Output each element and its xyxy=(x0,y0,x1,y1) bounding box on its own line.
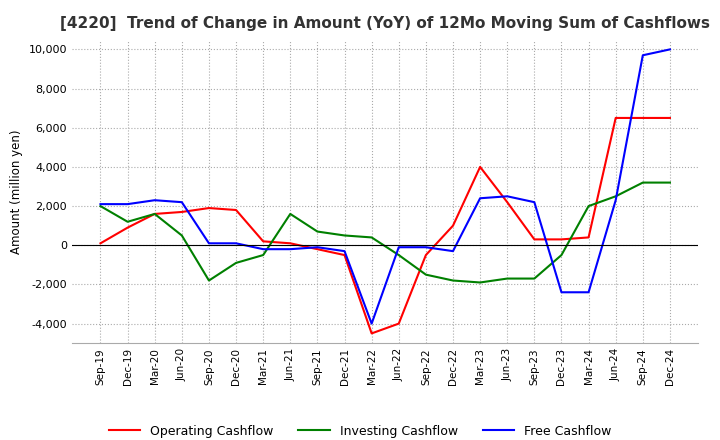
Free Cashflow xyxy=(557,290,566,295)
Operating Cashflow xyxy=(123,225,132,230)
Investing Cashflow xyxy=(421,272,430,277)
Free Cashflow xyxy=(611,198,620,203)
Operating Cashflow xyxy=(530,237,539,242)
Operating Cashflow xyxy=(665,115,674,121)
Investing Cashflow xyxy=(232,260,240,265)
Investing Cashflow xyxy=(503,276,511,281)
Free Cashflow xyxy=(421,245,430,250)
Line: Free Cashflow: Free Cashflow xyxy=(101,49,670,323)
Operating Cashflow xyxy=(367,331,376,336)
Investing Cashflow xyxy=(123,219,132,224)
Free Cashflow xyxy=(259,246,268,252)
Operating Cashflow xyxy=(395,321,403,326)
Free Cashflow xyxy=(232,241,240,246)
Operating Cashflow xyxy=(178,209,186,215)
Operating Cashflow xyxy=(584,235,593,240)
Operating Cashflow xyxy=(421,253,430,258)
Free Cashflow xyxy=(639,53,647,58)
Operating Cashflow xyxy=(232,207,240,213)
Free Cashflow xyxy=(123,202,132,207)
Investing Cashflow xyxy=(476,280,485,285)
Operating Cashflow xyxy=(96,241,105,246)
Line: Operating Cashflow: Operating Cashflow xyxy=(101,118,670,334)
Free Cashflow xyxy=(530,199,539,205)
Investing Cashflow xyxy=(96,203,105,209)
Title: [4220]  Trend of Change in Amount (YoY) of 12Mo Moving Sum of Cashflows: [4220] Trend of Change in Amount (YoY) o… xyxy=(60,16,710,32)
Free Cashflow xyxy=(204,241,213,246)
Investing Cashflow xyxy=(611,194,620,199)
Investing Cashflow xyxy=(259,253,268,258)
Free Cashflow xyxy=(286,246,294,252)
Free Cashflow xyxy=(395,245,403,250)
Operating Cashflow xyxy=(286,241,294,246)
Operating Cashflow xyxy=(313,246,322,252)
Investing Cashflow xyxy=(286,211,294,216)
Investing Cashflow xyxy=(341,233,349,238)
Line: Investing Cashflow: Investing Cashflow xyxy=(101,183,670,282)
Investing Cashflow xyxy=(665,180,674,185)
Free Cashflow xyxy=(313,245,322,250)
Investing Cashflow xyxy=(204,278,213,283)
Free Cashflow xyxy=(449,249,457,254)
Investing Cashflow xyxy=(557,253,566,258)
Operating Cashflow xyxy=(476,164,485,169)
Operating Cashflow xyxy=(259,239,268,244)
Free Cashflow xyxy=(178,199,186,205)
Free Cashflow xyxy=(503,194,511,199)
Operating Cashflow xyxy=(611,115,620,121)
Operating Cashflow xyxy=(341,253,349,258)
Legend: Operating Cashflow, Investing Cashflow, Free Cashflow: Operating Cashflow, Investing Cashflow, … xyxy=(104,420,616,440)
Operating Cashflow xyxy=(639,115,647,121)
Investing Cashflow xyxy=(313,229,322,234)
Free Cashflow xyxy=(665,47,674,52)
Investing Cashflow xyxy=(178,233,186,238)
Operating Cashflow xyxy=(150,211,159,216)
Investing Cashflow xyxy=(530,276,539,281)
Investing Cashflow xyxy=(395,253,403,258)
Operating Cashflow xyxy=(204,205,213,211)
Free Cashflow xyxy=(150,198,159,203)
Free Cashflow xyxy=(584,290,593,295)
Free Cashflow xyxy=(367,321,376,326)
Free Cashflow xyxy=(96,202,105,207)
Investing Cashflow xyxy=(367,235,376,240)
Free Cashflow xyxy=(476,196,485,201)
Investing Cashflow xyxy=(639,180,647,185)
Y-axis label: Amount (million yen): Amount (million yen) xyxy=(10,129,23,253)
Operating Cashflow xyxy=(557,237,566,242)
Investing Cashflow xyxy=(449,278,457,283)
Investing Cashflow xyxy=(150,211,159,216)
Operating Cashflow xyxy=(449,223,457,228)
Investing Cashflow xyxy=(584,203,593,209)
Free Cashflow xyxy=(341,249,349,254)
Operating Cashflow xyxy=(503,199,511,205)
